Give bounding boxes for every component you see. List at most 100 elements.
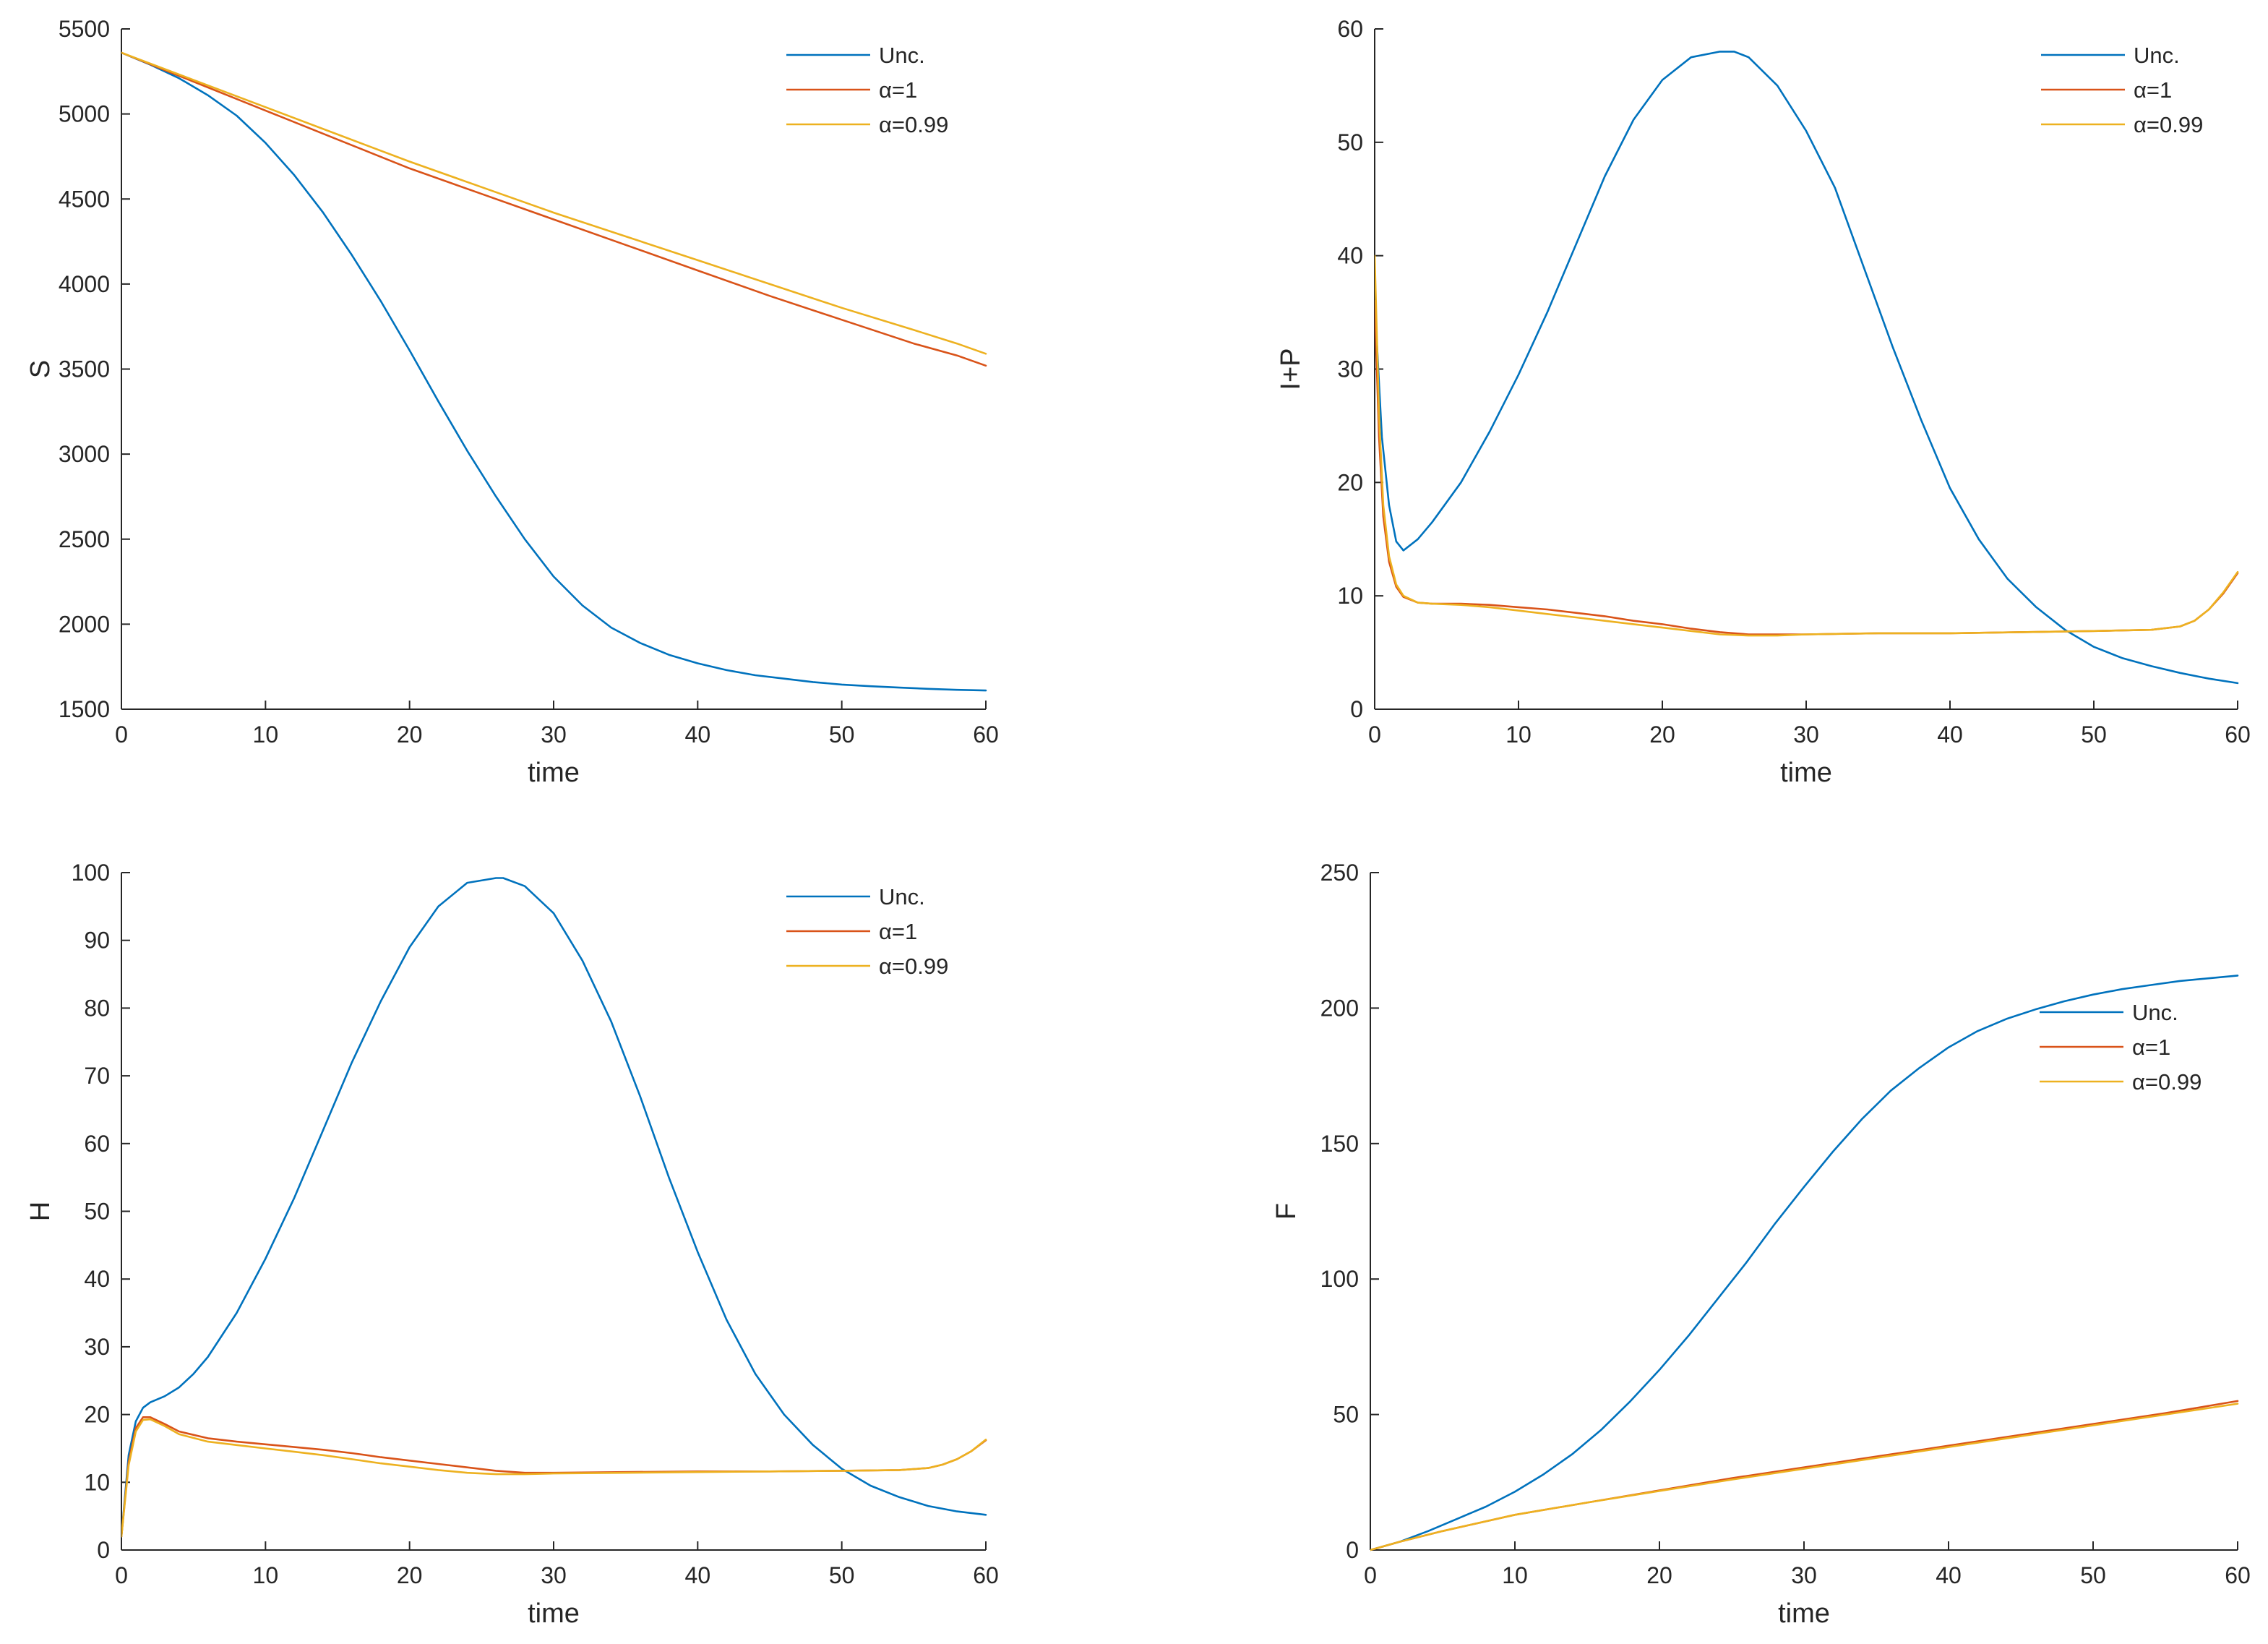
y-tick-label: 4000 xyxy=(59,271,110,297)
x-tick-label: 20 xyxy=(397,722,423,748)
x-tick-label: 20 xyxy=(397,1562,423,1588)
legend-label-alpha-1: α=1 xyxy=(879,919,917,944)
y-tick-label: 150 xyxy=(1320,1131,1359,1157)
legend-label-alpha-0-99: α=0.99 xyxy=(2134,112,2203,137)
legend-label-alpha-1: α=1 xyxy=(2132,1035,2170,1060)
x-tick-label: 30 xyxy=(1791,1562,1817,1588)
x-tick-label: 40 xyxy=(1937,722,1963,748)
y-tick-label: 0 xyxy=(1350,696,1363,722)
y-tick-label: 50 xyxy=(1333,1402,1359,1428)
series-line-alpha-1 xyxy=(121,51,987,367)
chart-panel-S: 0 10 20 30 40 50 60 1500 2000 2500 3000 3500 4000 450… xyxy=(25,16,999,788)
y-tick-label: 60 xyxy=(1337,16,1363,42)
legend: Unc. α=1 α=0.99 xyxy=(786,884,948,979)
y-tick-label: 3500 xyxy=(59,356,110,382)
y-tick-label: 30 xyxy=(84,1334,110,1360)
legend-label-unc: Unc. xyxy=(879,43,925,68)
y-tick-label: 30 xyxy=(1337,356,1363,382)
y-tick-label: 10 xyxy=(84,1469,110,1495)
y-tick-label: 5000 xyxy=(59,101,110,127)
y-tick-label: 2500 xyxy=(59,526,110,552)
legend-label-alpha-0-99: α=0.99 xyxy=(879,954,948,979)
series-line-unc xyxy=(1375,51,2239,685)
y-tick-label: 20 xyxy=(1337,469,1363,495)
legend-label-alpha-1: α=1 xyxy=(2134,77,2172,103)
y-axis-label: I+P xyxy=(1276,348,1306,390)
series-line-alpha-0-99 xyxy=(1370,1403,2239,1551)
y-axis-label: S xyxy=(25,360,56,378)
x-tick-label: 10 xyxy=(1502,1562,1528,1588)
y-tick-label: 10 xyxy=(1337,583,1363,609)
x-tick-label: 40 xyxy=(685,1562,711,1588)
legend-label-alpha-0-99: α=0.99 xyxy=(879,112,948,137)
y-tick-label: 1500 xyxy=(59,696,110,722)
x-tick-label: 30 xyxy=(1793,722,1819,748)
x-tick-label: 60 xyxy=(973,722,999,748)
y-axis-label: H xyxy=(25,1202,56,1221)
y-tick-label: 2000 xyxy=(59,611,110,637)
x-tick-label: 60 xyxy=(2225,722,2251,748)
legend-label-unc: Unc. xyxy=(2132,1000,2178,1025)
x-axis-label: time xyxy=(1778,1598,1830,1629)
series-line-unc xyxy=(121,51,987,692)
x-tick-label: 10 xyxy=(1505,722,1532,748)
y-tick-label: 20 xyxy=(84,1402,110,1428)
series-line-unc xyxy=(1370,975,2239,1551)
y-tick-label: 50 xyxy=(84,1199,110,1225)
y-tick-label: 40 xyxy=(1337,243,1363,269)
x-axis-label: time xyxy=(528,1598,580,1629)
y-tick-label: 100 xyxy=(1320,1266,1359,1292)
x-tick-label: 50 xyxy=(2081,722,2107,748)
y-tick-label: 5500 xyxy=(59,16,110,42)
x-axis-label: time xyxy=(1780,758,1832,788)
chart-panel-H: 0 10 20 30 40 50 60 0 10 20 30 40 50 60 70 80 90 100 time H… xyxy=(25,860,999,1629)
x-tick-label: 50 xyxy=(2080,1562,2106,1588)
series-line-alpha-0-99 xyxy=(1375,254,2239,637)
y-tick-label: 50 xyxy=(1337,129,1363,155)
series-line-unc xyxy=(121,877,987,1538)
x-tick-label: 50 xyxy=(829,1562,855,1588)
x-tick-label: 50 xyxy=(829,722,855,748)
x-tick-label: 40 xyxy=(685,722,711,748)
y-tick-label: 70 xyxy=(84,1063,110,1089)
x-tick-label: 40 xyxy=(1936,1562,1962,1588)
legend: Unc. α=1 α=0.99 xyxy=(786,43,948,137)
y-tick-label: 4500 xyxy=(59,186,110,212)
y-tick-label: 90 xyxy=(84,928,110,954)
legend-label-alpha-1: α=1 xyxy=(879,77,917,103)
x-tick-label: 60 xyxy=(2225,1562,2251,1588)
x-tick-label: 0 xyxy=(1364,1562,1377,1588)
y-tick-label: 60 xyxy=(84,1131,110,1157)
legend: Unc. α=1 α=0.99 xyxy=(2040,1000,2202,1095)
x-tick-label: 60 xyxy=(973,1562,999,1588)
legend: Unc. α=1 α=0.99 xyxy=(2041,43,2203,137)
x-tick-label: 20 xyxy=(1646,1562,1672,1588)
y-tick-label: 40 xyxy=(84,1266,110,1292)
chart-panel-I-plus-P: 0 10 20 30 40 50 60 0 10 20 30 40 50 60 time I+P Unc. α=1… xyxy=(1276,16,2251,788)
series-line-alpha-0-99 xyxy=(121,1418,987,1538)
x-tick-label: 10 xyxy=(253,722,279,748)
y-tick-label: 3000 xyxy=(59,441,110,467)
x-tick-label: 20 xyxy=(1649,722,1675,748)
x-tick-label: 0 xyxy=(115,722,128,748)
legend-label-unc: Unc. xyxy=(879,884,925,909)
y-tick-label: 250 xyxy=(1320,860,1359,886)
y-tick-label: 0 xyxy=(1346,1537,1359,1563)
legend-label-unc: Unc. xyxy=(2134,43,2180,68)
x-tick-label: 0 xyxy=(1368,722,1381,748)
y-tick-label: 100 xyxy=(72,860,110,886)
x-tick-label: 30 xyxy=(541,1562,567,1588)
y-axis-label: F xyxy=(1271,1203,1302,1220)
x-tick-label: 10 xyxy=(253,1562,279,1588)
chart-panel-F: 0 10 20 30 40 50 60 0 50 100 150 200 250 time F Unc. α=1… xyxy=(1271,860,2251,1629)
y-tick-label: 0 xyxy=(97,1537,110,1563)
y-tick-label: 80 xyxy=(84,995,110,1021)
legend-label-alpha-0-99: α=0.99 xyxy=(2132,1069,2202,1095)
series-line-alpha-0-99 xyxy=(121,51,987,355)
x-axis-label: time xyxy=(528,758,580,788)
x-tick-label: 0 xyxy=(115,1562,128,1588)
y-tick-label: 200 xyxy=(1320,995,1359,1021)
x-tick-label: 30 xyxy=(541,722,567,748)
